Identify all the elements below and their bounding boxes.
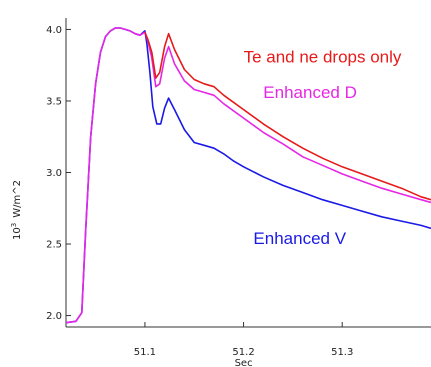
y-axis-label-unit: W/m^2 <box>12 180 23 218</box>
axis-ticks: 2.0 2.5 3.0 3.5 4.0 51.1 51.2 51.3 <box>46 25 353 358</box>
series-annotation: Enhanced V <box>253 229 346 248</box>
x-tick-label: 51.2 <box>232 347 254 358</box>
series-layer <box>65 27 431 324</box>
x-tick-label: 51.1 <box>134 347 156 358</box>
y-axis-label-base: 10 <box>12 227 23 240</box>
series-line-te-and-ne-drops-only <box>144 31 431 201</box>
annotation-layer: Te and ne drops only Enhanced D Enhanced V <box>244 47 402 248</box>
y-tick-label: 2.0 <box>46 311 62 322</box>
series-annotation: Enhanced D <box>263 83 357 102</box>
x-tick-label: 51.3 <box>331 347 353 358</box>
x-axis-label: Sec <box>235 358 253 367</box>
y-tick-label: 2.5 <box>46 240 62 251</box>
series-annotation: Te and ne drops only <box>244 47 402 66</box>
series-line-enhanced-d <box>65 27 431 324</box>
y-tick-label: 3.5 <box>46 96 62 107</box>
y-tick-label: 3.0 <box>46 168 62 179</box>
y-axis-label: 103 W/m^2 <box>10 180 23 240</box>
y-tick-label: 4.0 <box>46 25 62 36</box>
y-axis-label-exponent: 3 <box>10 223 18 227</box>
